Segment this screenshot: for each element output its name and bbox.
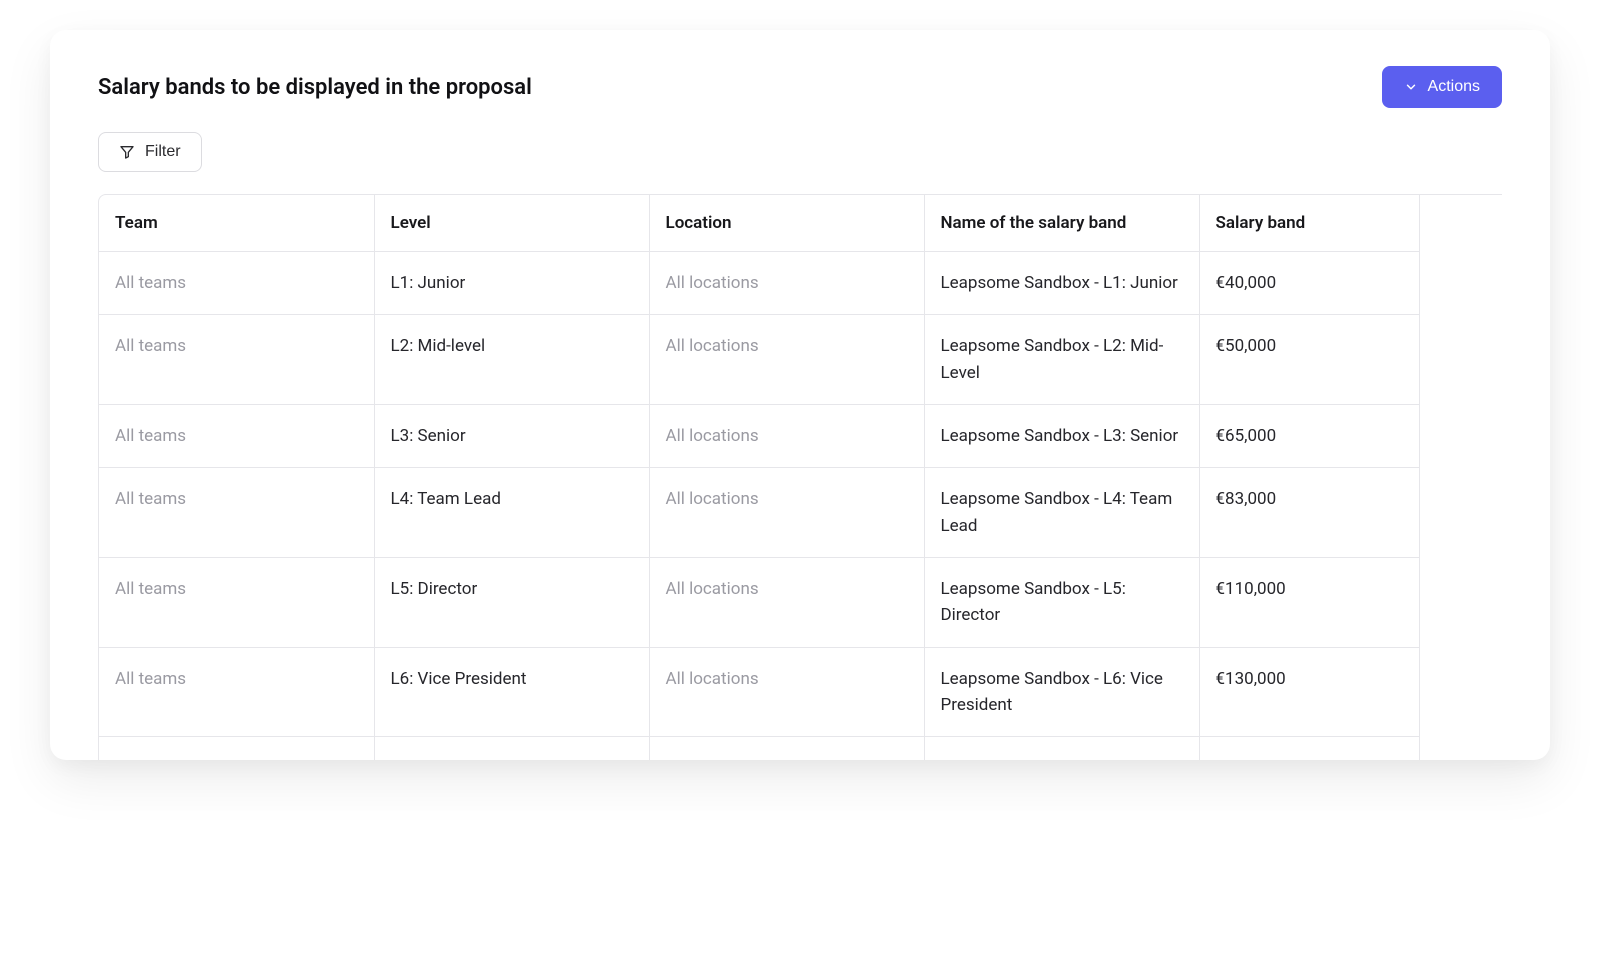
cell-level: L2: Mid-level [374,315,649,405]
col-header-level[interactable]: Level [374,195,649,252]
cell-salary: €130,000 [1199,647,1419,737]
cell-salary: €65,000 [1199,405,1419,468]
cell-salary: €180,000 [1199,737,1419,760]
salary-bands-table-wrap: Team Level Location Name of the salary b… [98,194,1502,760]
filter-button-label: Filter [145,143,181,161]
cell-salary: €40,000 [1199,252,1419,315]
cell-name: Leapsome Sandbox - L6: Vice President [924,647,1199,737]
salary-bands-table: Team Level Location Name of the salary b… [99,195,1420,760]
filter-button[interactable]: Filter [98,132,202,172]
table-row[interactable]: All teamsL6: Vice PresidentAll locations… [99,647,1419,737]
cell-name: Leapsome Sandbox - L5: Director [924,558,1199,648]
cell-name: Leapsome Sandbox - L4: Team Lead [924,468,1199,558]
cell-location: All locations [649,468,924,558]
salary-bands-card: Salary bands to be displayed in the prop… [50,30,1550,760]
col-header-salary[interactable]: Salary band [1199,195,1419,252]
actions-button[interactable]: Actions [1382,66,1502,108]
table-header-row: Team Level Location Name of the salary b… [99,195,1419,252]
table-row[interactable]: All teamsL2: Mid-levelAll locationsLeaps… [99,315,1419,405]
cell-team: All teams [99,315,374,405]
table-row[interactable]: All teamsL4: Team LeadAll locationsLeaps… [99,468,1419,558]
cell-location: All locations [649,647,924,737]
table-row[interactable]: All teamsL7: C-LevelAll locationsLeapsom… [99,737,1419,760]
cell-team: All teams [99,405,374,468]
card-header: Salary bands to be displayed in the prop… [98,66,1502,108]
col-header-team[interactable]: Team [99,195,374,252]
cell-team: All teams [99,468,374,558]
cell-team: All teams [99,737,374,760]
cell-location: All locations [649,315,924,405]
col-header-location[interactable]: Location [649,195,924,252]
cell-level: L4: Team Lead [374,468,649,558]
cell-salary: €83,000 [1199,468,1419,558]
filter-icon [119,144,135,160]
table-row[interactable]: All teamsL5: DirectorAll locationsLeapso… [99,558,1419,648]
chevron-down-icon [1404,80,1418,94]
page-title: Salary bands to be displayed in the prop… [98,75,532,100]
cell-location: All locations [649,558,924,648]
cell-name: Leapsome Sandbox - L7: C-Level [924,737,1199,760]
cell-level: L5: Director [374,558,649,648]
cell-team: All teams [99,647,374,737]
cell-team: All teams [99,558,374,648]
cell-name: Leapsome Sandbox - L1: Junior [924,252,1199,315]
cell-location: All locations [649,252,924,315]
cell-name: Leapsome Sandbox - L2: Mid-Level [924,315,1199,405]
cell-name: Leapsome Sandbox - L3: Senior [924,405,1199,468]
actions-button-label: Actions [1428,78,1480,96]
col-header-name[interactable]: Name of the salary band [924,195,1199,252]
cell-location: All locations [649,737,924,760]
cell-salary: €50,000 [1199,315,1419,405]
table-row[interactable]: All teamsL1: JuniorAll locationsLeapsome… [99,252,1419,315]
table-row[interactable]: All teamsL3: SeniorAll locationsLeapsome… [99,405,1419,468]
cell-location: All locations [649,405,924,468]
cell-team: All teams [99,252,374,315]
cell-level: L7: C-Level [374,737,649,760]
cell-salary: €110,000 [1199,558,1419,648]
cell-level: L6: Vice President [374,647,649,737]
cell-level: L3: Senior [374,405,649,468]
cell-level: L1: Junior [374,252,649,315]
